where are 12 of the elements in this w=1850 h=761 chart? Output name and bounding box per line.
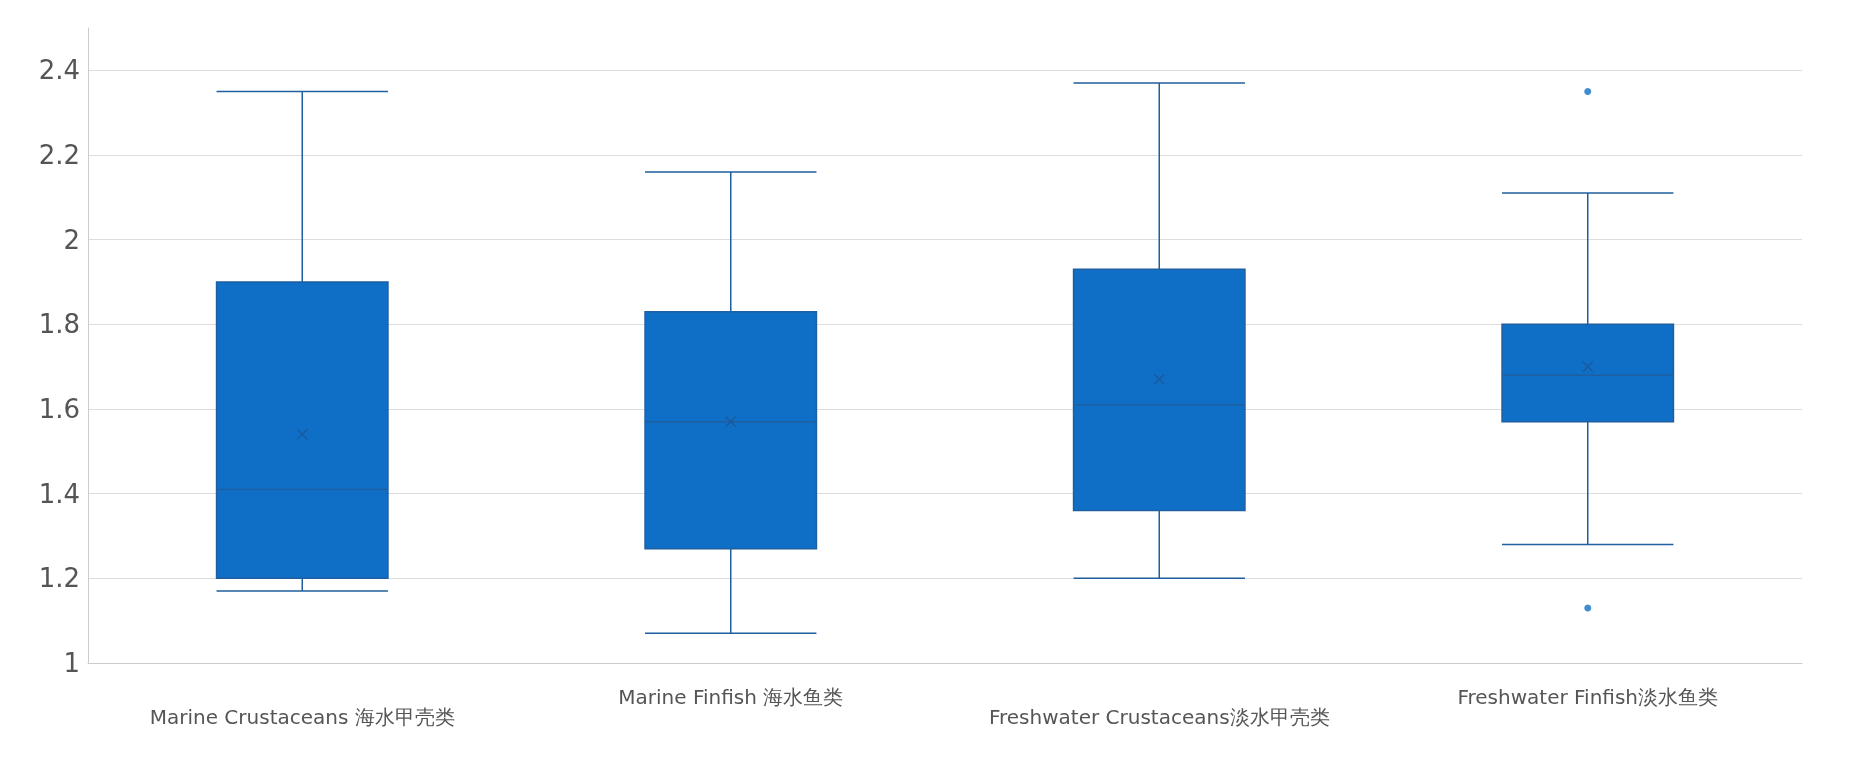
y-tick-label: 2 xyxy=(63,224,80,255)
y-tick-label: 1 xyxy=(63,648,80,678)
y-tick-label: 2.4 xyxy=(38,55,80,86)
x-tick-label: Marine Crustaceans 海水甲壳类 xyxy=(149,705,455,729)
y-tick-label: 1.6 xyxy=(38,394,80,424)
y-tick-label: 1.8 xyxy=(38,309,80,340)
y-tick-label: 1.2 xyxy=(38,563,80,594)
x-tick-label: Freshwater Finfish淡水鱼类 xyxy=(1457,685,1719,709)
y-tick-label: 1.4 xyxy=(38,478,80,509)
x-tick-label: Freshwater Crustaceans淡水甲壳类 xyxy=(988,705,1330,729)
x-tick-label: Marine Finfish 海水鱼类 xyxy=(618,685,844,709)
y-tick-label: 2.2 xyxy=(38,140,80,170)
